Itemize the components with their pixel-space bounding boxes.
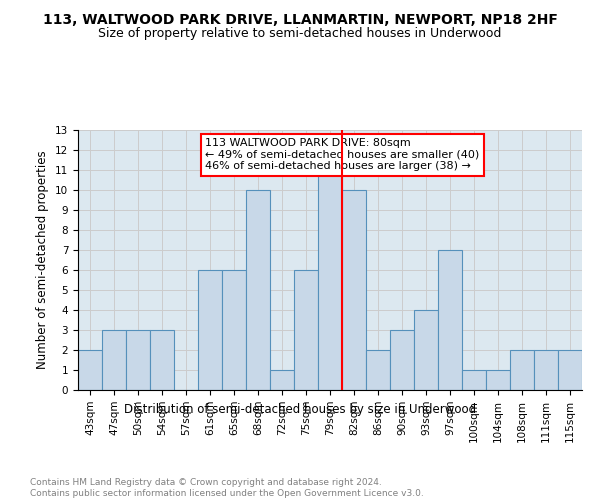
Bar <box>270 370 294 390</box>
Bar <box>102 330 126 390</box>
Bar <box>414 310 438 390</box>
Bar <box>222 270 246 390</box>
Bar <box>462 370 486 390</box>
Text: Contains HM Land Registry data © Crown copyright and database right 2024.
Contai: Contains HM Land Registry data © Crown c… <box>30 478 424 498</box>
Bar <box>342 190 366 390</box>
Bar <box>438 250 462 390</box>
Y-axis label: Number of semi-detached properties: Number of semi-detached properties <box>37 150 49 370</box>
Bar <box>366 350 390 390</box>
Text: 113, WALTWOOD PARK DRIVE, LLANMARTIN, NEWPORT, NP18 2HF: 113, WALTWOOD PARK DRIVE, LLANMARTIN, NE… <box>43 12 557 26</box>
Bar <box>486 370 510 390</box>
Text: Size of property relative to semi-detached houses in Underwood: Size of property relative to semi-detach… <box>98 28 502 40</box>
Bar <box>510 350 534 390</box>
Bar <box>294 270 318 390</box>
Bar <box>198 270 222 390</box>
Bar <box>150 330 174 390</box>
Bar <box>390 330 414 390</box>
Bar <box>534 350 558 390</box>
Bar <box>126 330 150 390</box>
Text: Distribution of semi-detached houses by size in Underwood: Distribution of semi-detached houses by … <box>124 402 476 415</box>
Bar <box>246 190 270 390</box>
Bar <box>318 170 342 390</box>
Text: 113 WALTWOOD PARK DRIVE: 80sqm
← 49% of semi-detached houses are smaller (40)
46: 113 WALTWOOD PARK DRIVE: 80sqm ← 49% of … <box>205 138 479 171</box>
Bar <box>558 350 582 390</box>
Bar <box>78 350 102 390</box>
